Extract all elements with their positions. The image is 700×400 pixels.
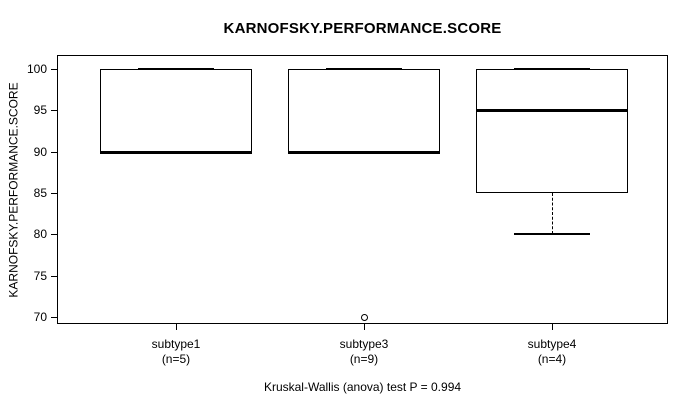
group-name: subtype1 <box>151 337 201 351</box>
upper-whisker-cap <box>138 68 214 70</box>
group-name: subtype3 <box>339 337 389 351</box>
y-axis-tick-label: 75 <box>33 268 47 283</box>
x-axis-group-label: subtype3 (n=9) <box>294 337 434 367</box>
x-axis-group-label: subtype1 (n=5) <box>106 337 246 367</box>
x-axis-tick <box>176 324 177 330</box>
y-axis-tick-label: 80 <box>33 227 47 242</box>
upper-whisker-cap <box>326 68 402 70</box>
group-name: subtype4 <box>527 337 577 351</box>
median-line <box>476 109 628 113</box>
chart-title: KARNOFSKY.PERFORMANCE.SCORE <box>223 20 502 37</box>
group-count: (n=9) <box>349 352 379 366</box>
y-axis-tick <box>51 151 57 153</box>
y-axis-tick-label: 90 <box>33 144 47 159</box>
x-axis-tick <box>552 324 553 330</box>
group-count: (n=4) <box>537 352 567 366</box>
y-axis-tick <box>51 69 57 70</box>
y-axis-tick <box>51 275 57 277</box>
median-line <box>288 150 440 154</box>
y-axis-tick-label: 95 <box>33 103 47 118</box>
y-axis-tick-label: 85 <box>33 186 47 200</box>
x-axis-tick <box>364 324 365 330</box>
y-axis-tick-label: 70 <box>33 310 47 324</box>
lower-whisker <box>552 193 553 235</box>
outlier-point <box>360 313 368 321</box>
stat-test-caption: Kruskal-Wallis (anova) test P = 0.994 <box>263 380 462 394</box>
y-axis-tick <box>51 110 57 112</box>
boxplot-box <box>476 69 628 193</box>
y-axis-tick <box>51 317 57 318</box>
x-axis-group-label: subtype4 (n=4) <box>482 337 622 367</box>
median-line <box>100 150 252 154</box>
lower-whisker-cap <box>514 233 590 236</box>
y-axis-tick-label: 100 <box>26 62 47 76</box>
boxplot-box <box>100 69 252 152</box>
y-axis-tick <box>51 234 57 236</box>
group-count: (n=5) <box>161 352 191 366</box>
y-axis-tick <box>51 193 57 194</box>
boxplot-box <box>288 69 440 152</box>
upper-whisker-cap <box>514 68 590 70</box>
